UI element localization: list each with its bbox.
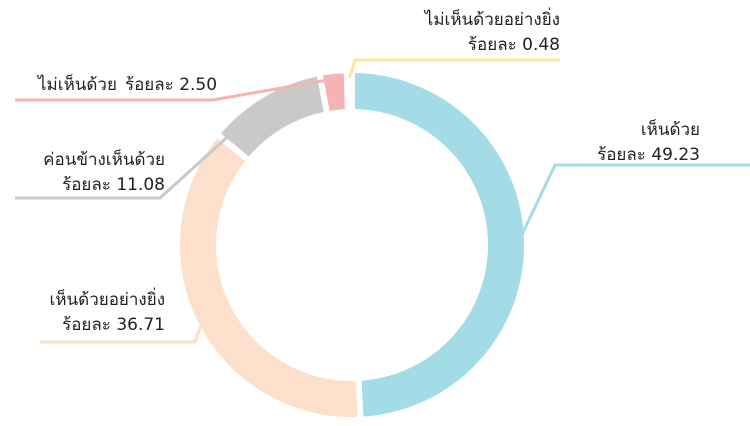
donut-slice (174, 129, 364, 423)
category-label: ค่อนข้างเห็นด้วย (43, 148, 165, 170)
donut-slice (212, 69, 331, 165)
value-label: ร้อยละ 11.08 (62, 175, 165, 195)
donut-slice (349, 66, 530, 423)
category-label: เห็นด้วย (641, 118, 700, 140)
leader-line (40, 319, 205, 344)
category-label: ไม่เห็นด้วย (36, 73, 117, 95)
value-label: ร้อยละ 2.50 (125, 75, 217, 95)
value-label: ร้อยละ 49.23 (597, 145, 700, 165)
donut-slice (315, 66, 352, 118)
slice-label: ไม่เห็นด้วย ร้อยละ 2.50 (36, 73, 217, 95)
leader-line (348, 58, 560, 79)
leader-line (517, 163, 750, 242)
donut-slice (343, 66, 355, 116)
category-label: ไม่เห็นด้วยอย่างยิ่ง (423, 7, 560, 30)
leader-line (15, 77, 335, 102)
leader-line (15, 100, 268, 200)
value-label: ร้อยละ 36.71 (62, 315, 165, 335)
value-label: ร้อยละ 0.48 (468, 35, 560, 55)
category-label: เห็นด้วยอย่างยิ่ง (50, 287, 165, 310)
